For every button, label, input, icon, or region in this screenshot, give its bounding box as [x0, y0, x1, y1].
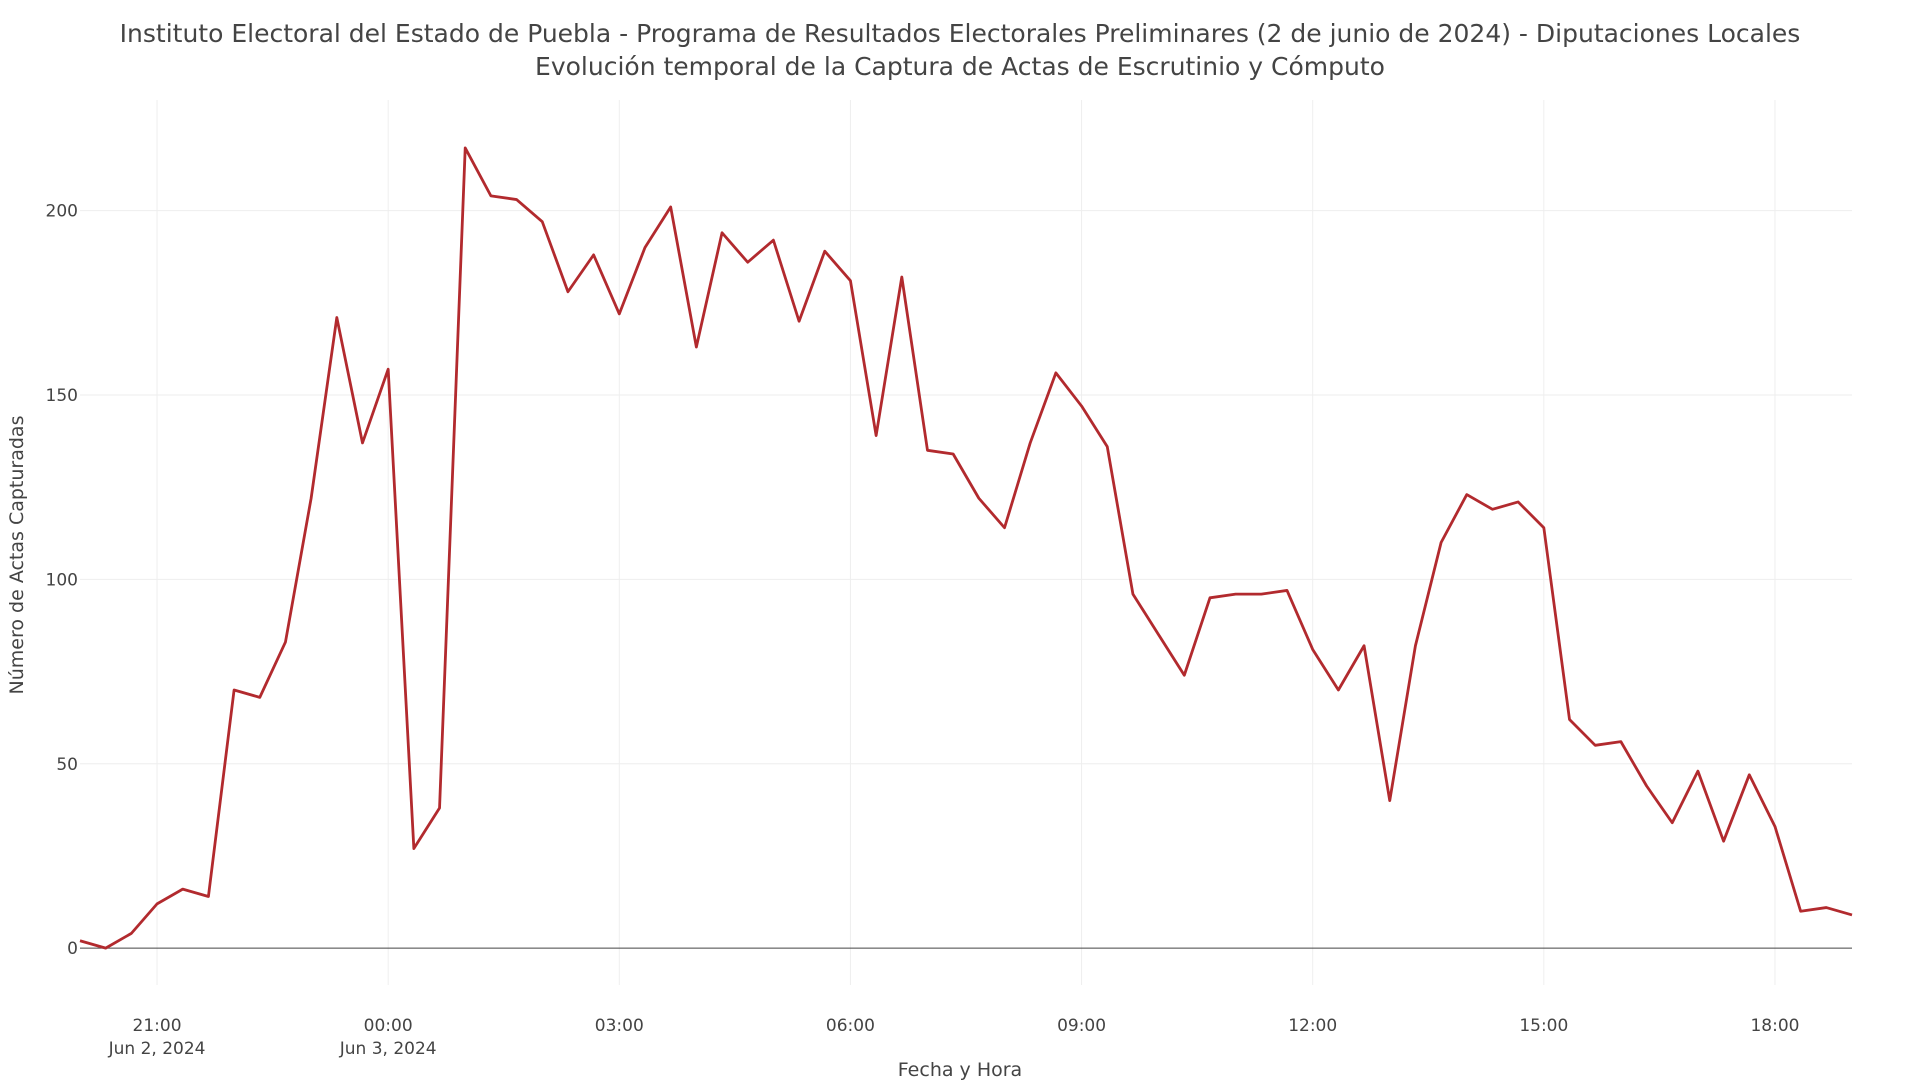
- x-tick-label: 00:00: [364, 1016, 413, 1036]
- y-tick-label: 100: [46, 570, 78, 590]
- x-tick-sublabel: Jun 2, 2024: [108, 1039, 206, 1059]
- y-axis-title: Número de Actas Capturadas: [6, 416, 28, 695]
- x-tick-labels: 21:00 Jun 2, 2024 00:00 Jun 3, 2024 03:00 06:…: [108, 1016, 1800, 1059]
- y-tick-label: 200: [46, 202, 78, 222]
- series-line: [79, 146, 1853, 950]
- y-tick-label: 0: [67, 939, 78, 959]
- chart-title-line-2: Evolución temporal de la Captura de Acta…: [535, 52, 1385, 81]
- x-tick-label: 03:00: [595, 1016, 644, 1036]
- x-tick-label: 15:00: [1519, 1016, 1568, 1036]
- y-tick-labels: 0 50 100 150 200: [46, 202, 78, 960]
- x-tick-label: 12:00: [1288, 1016, 1337, 1036]
- chart-title-line-1: Instituto Electoral del Estado de Puebla…: [120, 19, 1801, 48]
- x-gridlines: [156, 100, 1776, 985]
- x-axis-title: Fecha y Hora: [898, 1059, 1022, 1080]
- y-gridlines: [80, 210, 1852, 765]
- x-tick-sublabel: Jun 3, 2024: [339, 1039, 437, 1059]
- x-tick-label: 18:00: [1750, 1016, 1799, 1036]
- x-tick-label: 06:00: [826, 1016, 875, 1036]
- y-tick-label: 50: [56, 755, 78, 775]
- x-tick-label: 21:00: [133, 1016, 182, 1036]
- y-tick-label: 150: [46, 386, 78, 406]
- x-tick-label: 09:00: [1057, 1016, 1106, 1036]
